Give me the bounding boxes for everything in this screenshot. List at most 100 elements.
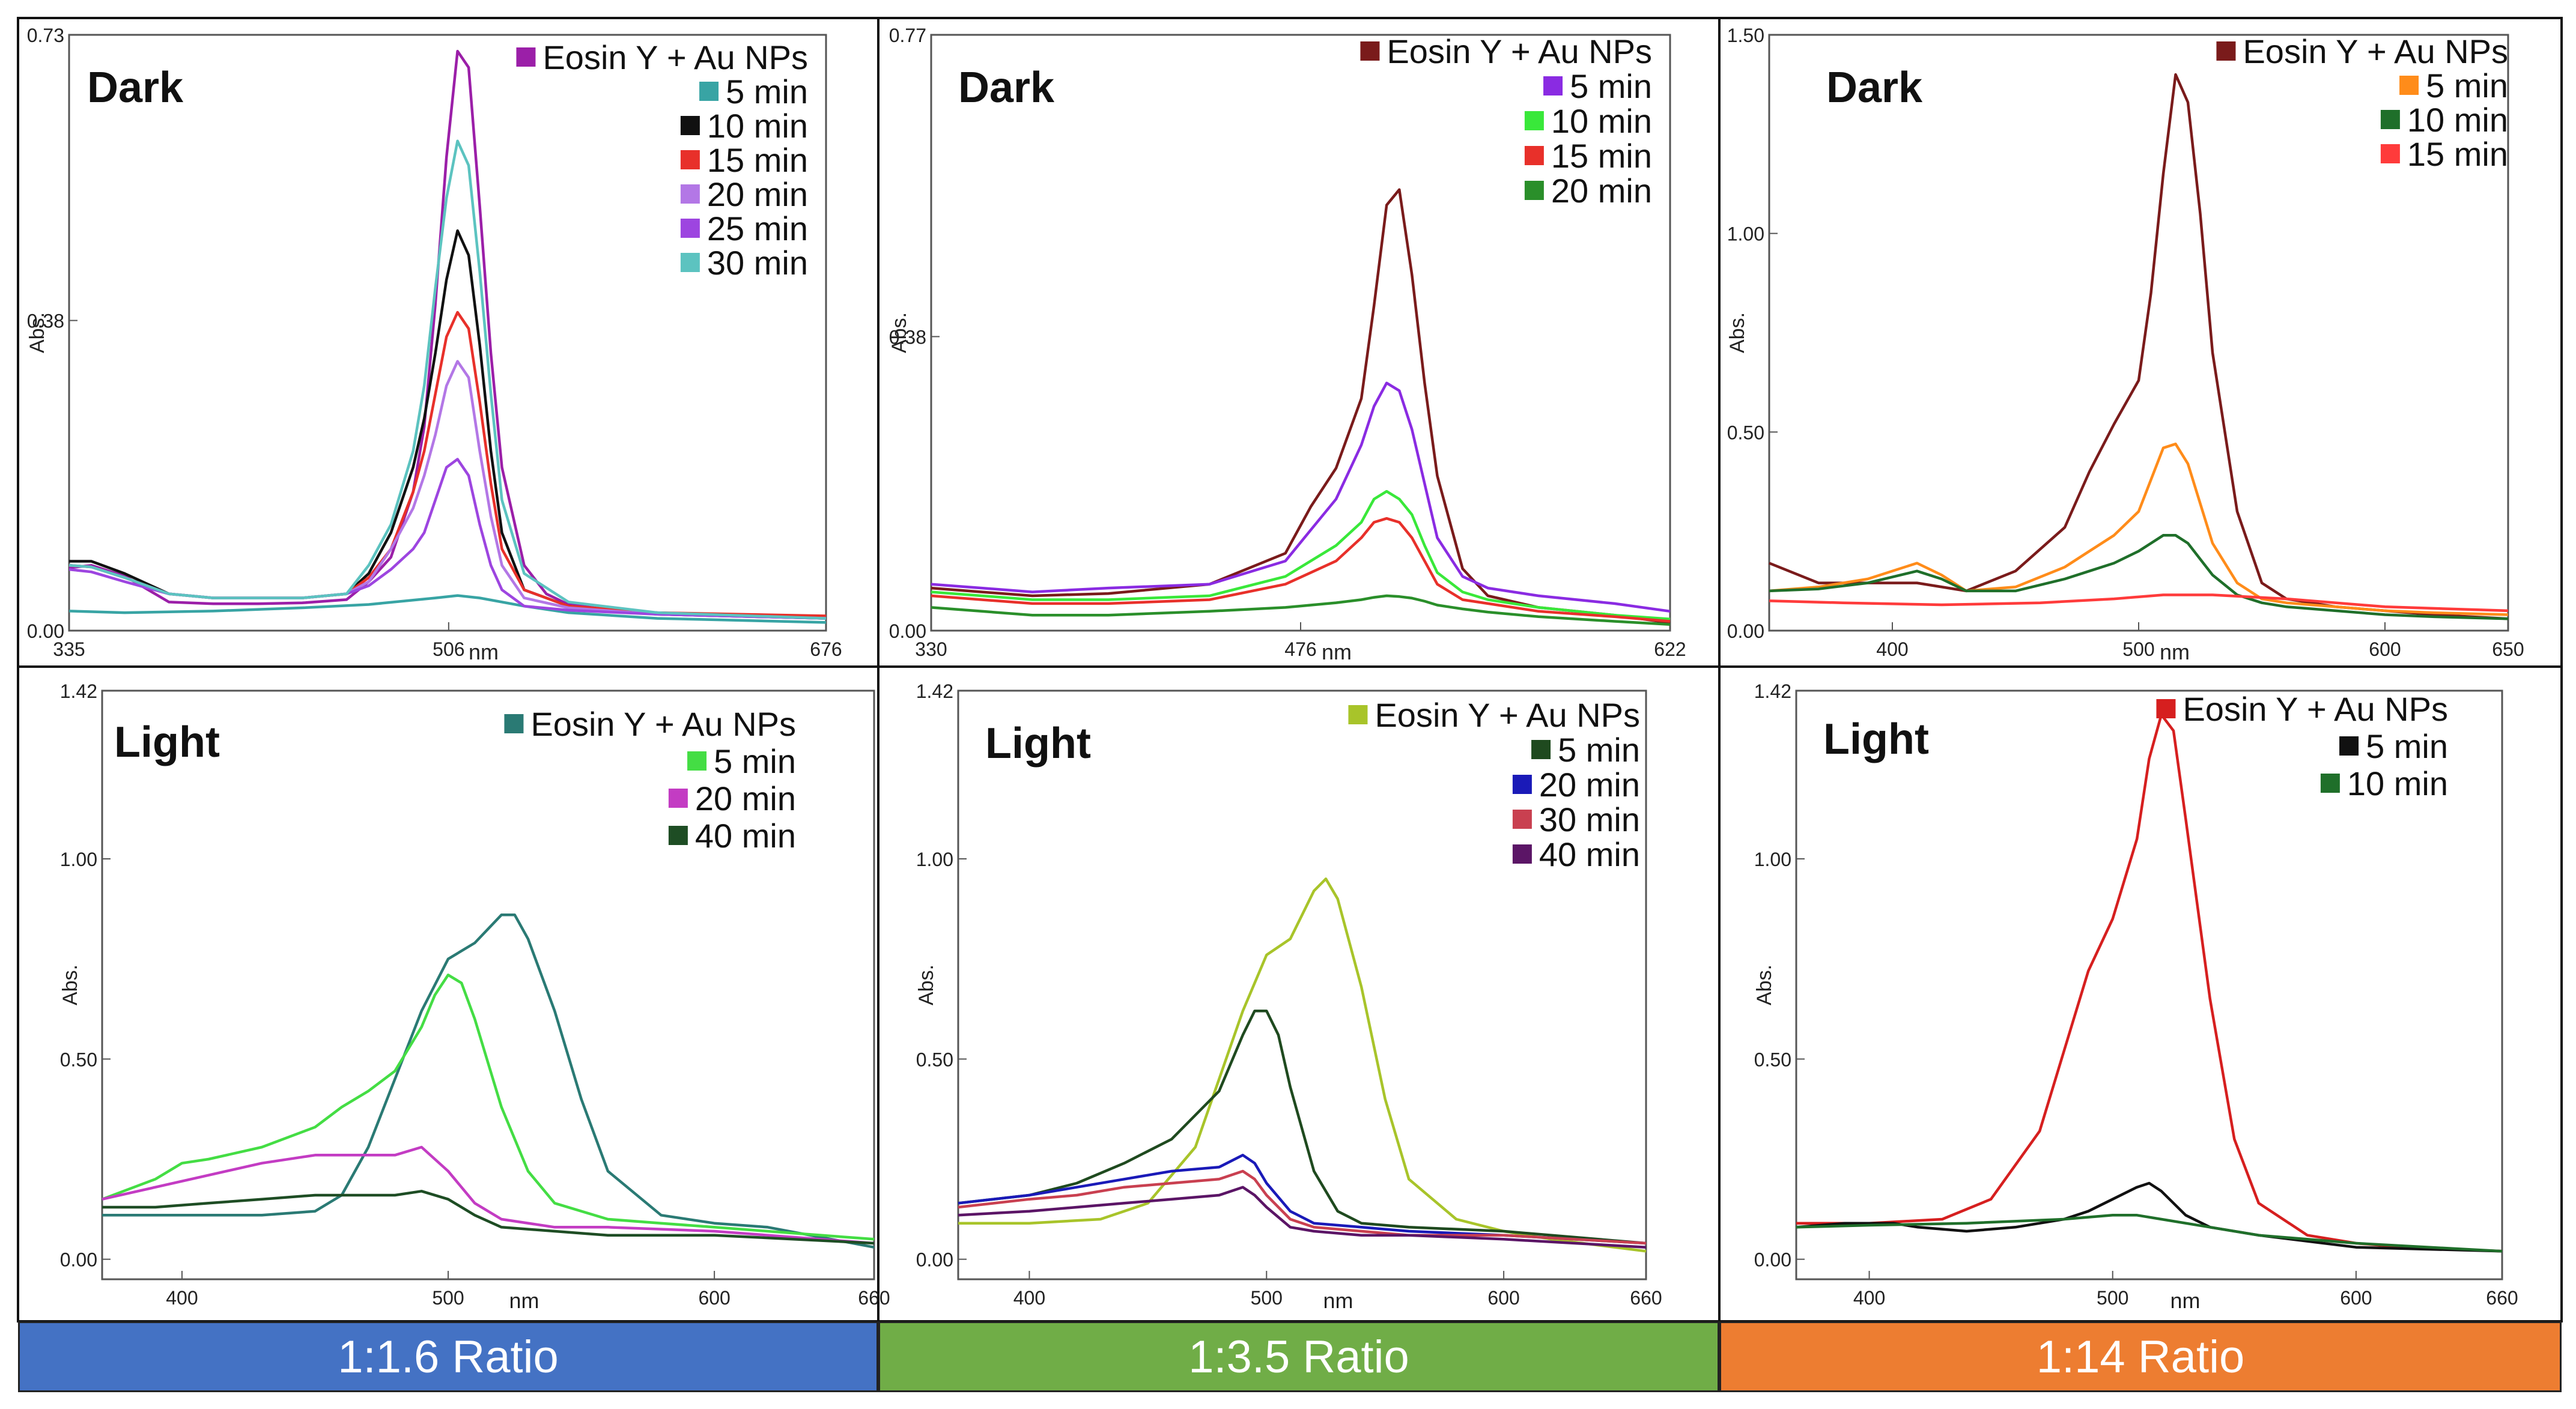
x-tick-label: 500 [2097,1287,2128,1309]
series-line [102,914,875,1249]
series-line [1796,713,2503,1253]
legend-label: 10 min [2347,765,2448,802]
legend-swatch [2216,41,2236,61]
plot-area [101,689,875,1280]
legend-swatch [668,826,688,845]
legend-swatch [2380,110,2400,129]
legend-label: 10 min [2407,101,2508,139]
y-tick-label: 0.50 [60,1049,97,1070]
legend-label: 10 min [707,107,808,145]
x-tick-label: 660 [1630,1287,1662,1309]
x-tick-label: 650 [2492,638,2524,660]
legend-swatch [516,47,536,67]
legend-label: Eosin Y + Au NPs [1375,696,1640,734]
legend-swatch [1512,775,1532,794]
series-line [931,381,1671,613]
y-tick-label: 1.00 [916,849,953,870]
legend-label: 5 min [2426,67,2508,105]
plot-area [1795,689,2503,1280]
y-tick-label: 0.38 [27,311,64,332]
legend-swatch [1524,111,1544,130]
legend-swatch [1512,810,1532,829]
legend-swatch [2320,774,2340,793]
legend-label: 20 min [1539,766,1640,804]
legend-label: 30 min [1539,801,1640,838]
x-tick-label: 622 [1654,638,1686,660]
y-tick-label: 0.50 [916,1049,953,1070]
y-tick-label: 1.42 [916,680,953,702]
x-axis-label: nm [2170,1288,2200,1313]
y-axis-label: Abs. [26,312,49,353]
x-tick-label: 330 [915,638,947,660]
y-tick-label: 1.00 [60,849,97,870]
series-line [68,49,827,620]
chart-panel-5: 0.00 0.50 1.00 1.42 400 500 600 660 nm Abs. Light E… [1718,665,2563,1323]
legend-swatch [699,82,719,101]
legend-swatch [1360,41,1380,61]
condition-label: Dark [958,64,1055,112]
condition-label: Dark [1826,64,1923,112]
legend-swatch [1512,844,1532,864]
plot-area [1768,34,2509,632]
y-tick-label: 0.00 [916,1249,953,1271]
y-axis-label: Abs. [1753,965,1776,1005]
x-tick-label: 600 [698,1287,730,1309]
y-tick-label: 0.00 [1754,1249,1791,1271]
series-line [1769,534,2509,620]
y-tick-label: 0.73 [27,25,64,46]
x-axis-label: nm [1322,640,1352,664]
legend-swatch [504,714,524,733]
series-line [1769,442,2509,616]
series-line [958,1010,1647,1245]
x-tick-label: 600 [2369,638,2401,660]
legend-swatch [2399,76,2419,95]
y-tick-label: 0.00 [60,1249,97,1271]
series-line [102,974,875,1241]
legend-label: 5 min [1558,731,1640,769]
legend-label: 15 min [2407,135,2508,173]
x-tick-label: 400 [1013,1287,1045,1309]
x-tick-label: 660 [858,1287,890,1309]
series-line [931,188,1671,625]
y-tick-label: 0.00 [1727,620,1764,642]
y-tick-label: 0.77 [889,25,926,46]
legend-label: Eosin Y + Au NPs [542,38,808,76]
legend-swatch [2339,736,2359,756]
y-tick-label: 1.00 [1727,223,1764,245]
x-tick-label: 500 [432,1287,464,1309]
y-tick-label: 0.00 [889,620,926,642]
ratio-bar-1-1.6: 1:1.6 Ratio [18,1321,878,1392]
x-tick-label: 600 [1487,1287,1519,1309]
legend-label: 30 min [707,244,808,282]
condition-label: Dark [87,64,184,112]
chart-panel-1: 0.00 0.38 0.77 330 476 622 nm Abs. Dark Eosin Y +… [877,17,1721,668]
y-axis-label: Abs. [888,312,911,353]
legend-label: 15 min [1551,137,1652,175]
chart-panel-2: 0.00 0.50 1.00 1.50 400 500 600 650 nm Abs. Dark Eo… [1718,17,2563,668]
legend-label: Eosin Y + Au NPs [2183,690,2448,728]
x-tick-label: 476 [1284,638,1316,660]
x-tick-label: 400 [1876,638,1908,660]
x-tick-label: 660 [2486,1287,2518,1309]
y-tick-label: 0.38 [889,326,926,348]
x-axis-label: nm [509,1288,539,1313]
ratio-bar-1-3.5: 1:3.5 Ratio [878,1321,1719,1392]
legend-swatch [1524,181,1544,200]
legend-label: 20 min [707,175,808,213]
x-axis-label: nm [1323,1288,1353,1313]
y-axis-label: Abs. [59,965,82,1005]
legend-label: Eosin Y + Au NPs [1387,32,1652,70]
plot-area [930,34,1671,632]
series-line [931,517,1671,623]
series-line [931,594,1671,626]
x-tick-label: 400 [1853,1287,1885,1309]
y-tick-label: 1.42 [60,680,97,702]
series-line [102,1190,875,1245]
legend-label: 40 min [1539,835,1640,873]
chart-panel-3: 0.00 0.50 1.00 1.42 400 500 600 660 nm Abs. Light E… [17,665,890,1323]
legend-swatch [687,751,707,771]
